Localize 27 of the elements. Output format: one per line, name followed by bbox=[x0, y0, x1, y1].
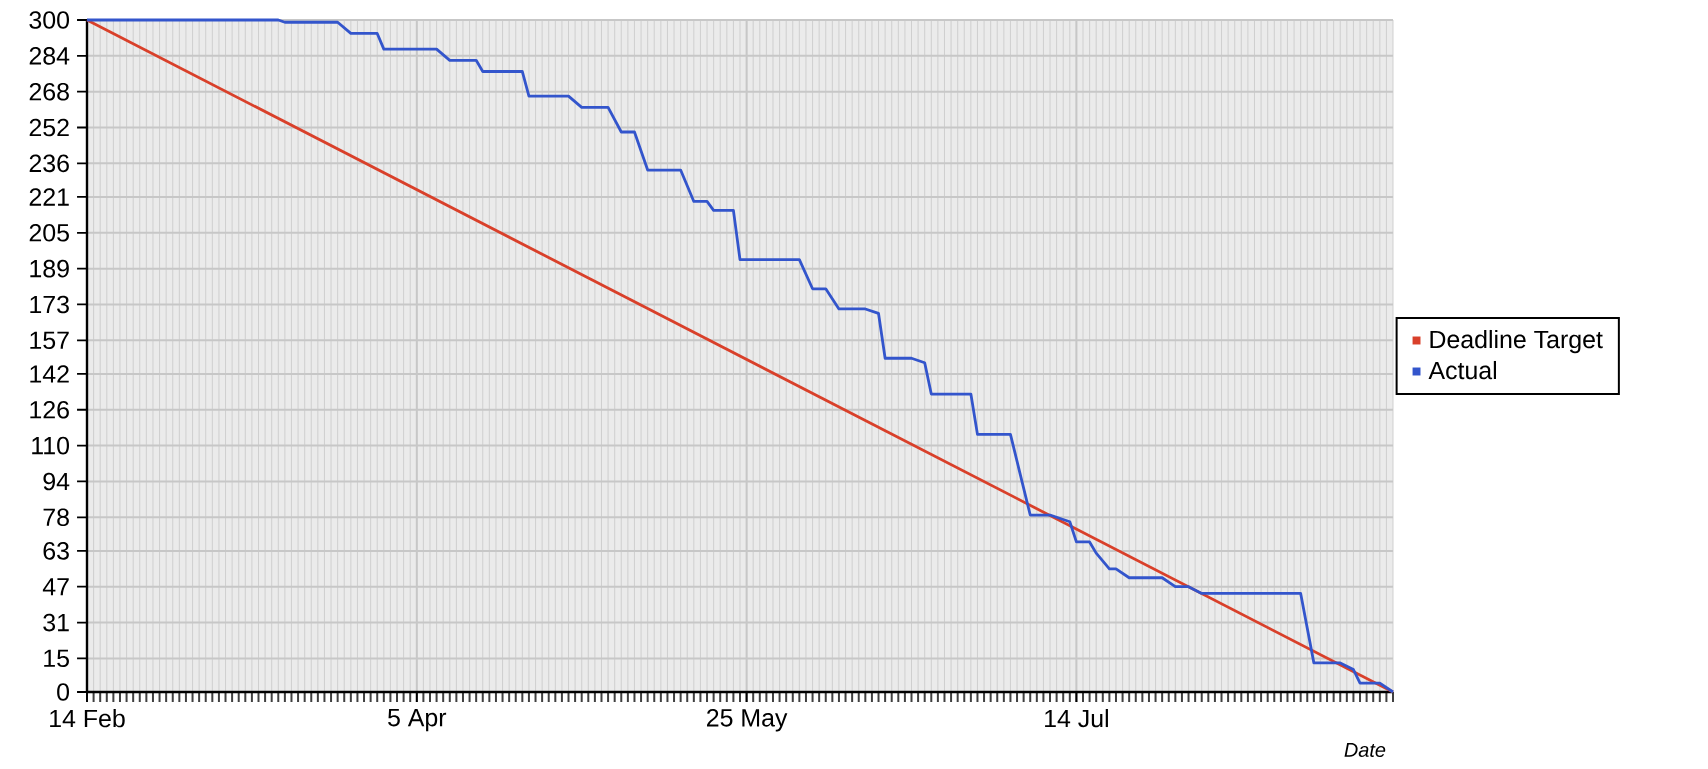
y-tick-label: 94 bbox=[43, 472, 70, 491]
y-tick-label: 205 bbox=[29, 224, 69, 242]
legend-label: Deadline Target bbox=[1430, 329, 1603, 354]
y-tick-label: 221 bbox=[29, 188, 69, 206]
x-axis-title: Date bbox=[1344, 743, 1386, 757]
y-tick-label: 15 bbox=[44, 649, 69, 668]
y-tick-label: 0 bbox=[57, 683, 70, 701]
y-tick-label: 268 bbox=[29, 82, 69, 101]
y-tick-label: 47 bbox=[42, 578, 69, 596]
y-tick-label: 157 bbox=[30, 331, 69, 350]
y-tick-label: 300 bbox=[29, 11, 70, 29]
x-tick-label: 14 Feb bbox=[50, 708, 125, 728]
y-tick-label: 173 bbox=[30, 295, 69, 314]
y-tick-label: 78 bbox=[43, 508, 69, 527]
x-tick-label: 25 May bbox=[707, 709, 788, 732]
y-tick-label: 189 bbox=[30, 259, 69, 278]
x-tick-label: 5 Apr bbox=[388, 709, 447, 732]
y-tick-label: 236 bbox=[29, 154, 69, 173]
y-tick-label: 110 bbox=[32, 436, 70, 455]
y-tick-label: 126 bbox=[30, 400, 69, 419]
legend-label: Actual bbox=[1428, 360, 1497, 380]
y-tick-label: 142 bbox=[30, 365, 69, 383]
y-tick-label: 284 bbox=[29, 47, 70, 65]
x-tick-label: 14 Jul bbox=[1045, 708, 1108, 728]
y-tick-label: 31 bbox=[43, 613, 69, 632]
y-tick-label: 252 bbox=[29, 118, 69, 137]
y-tick-label: 63 bbox=[43, 542, 69, 560]
